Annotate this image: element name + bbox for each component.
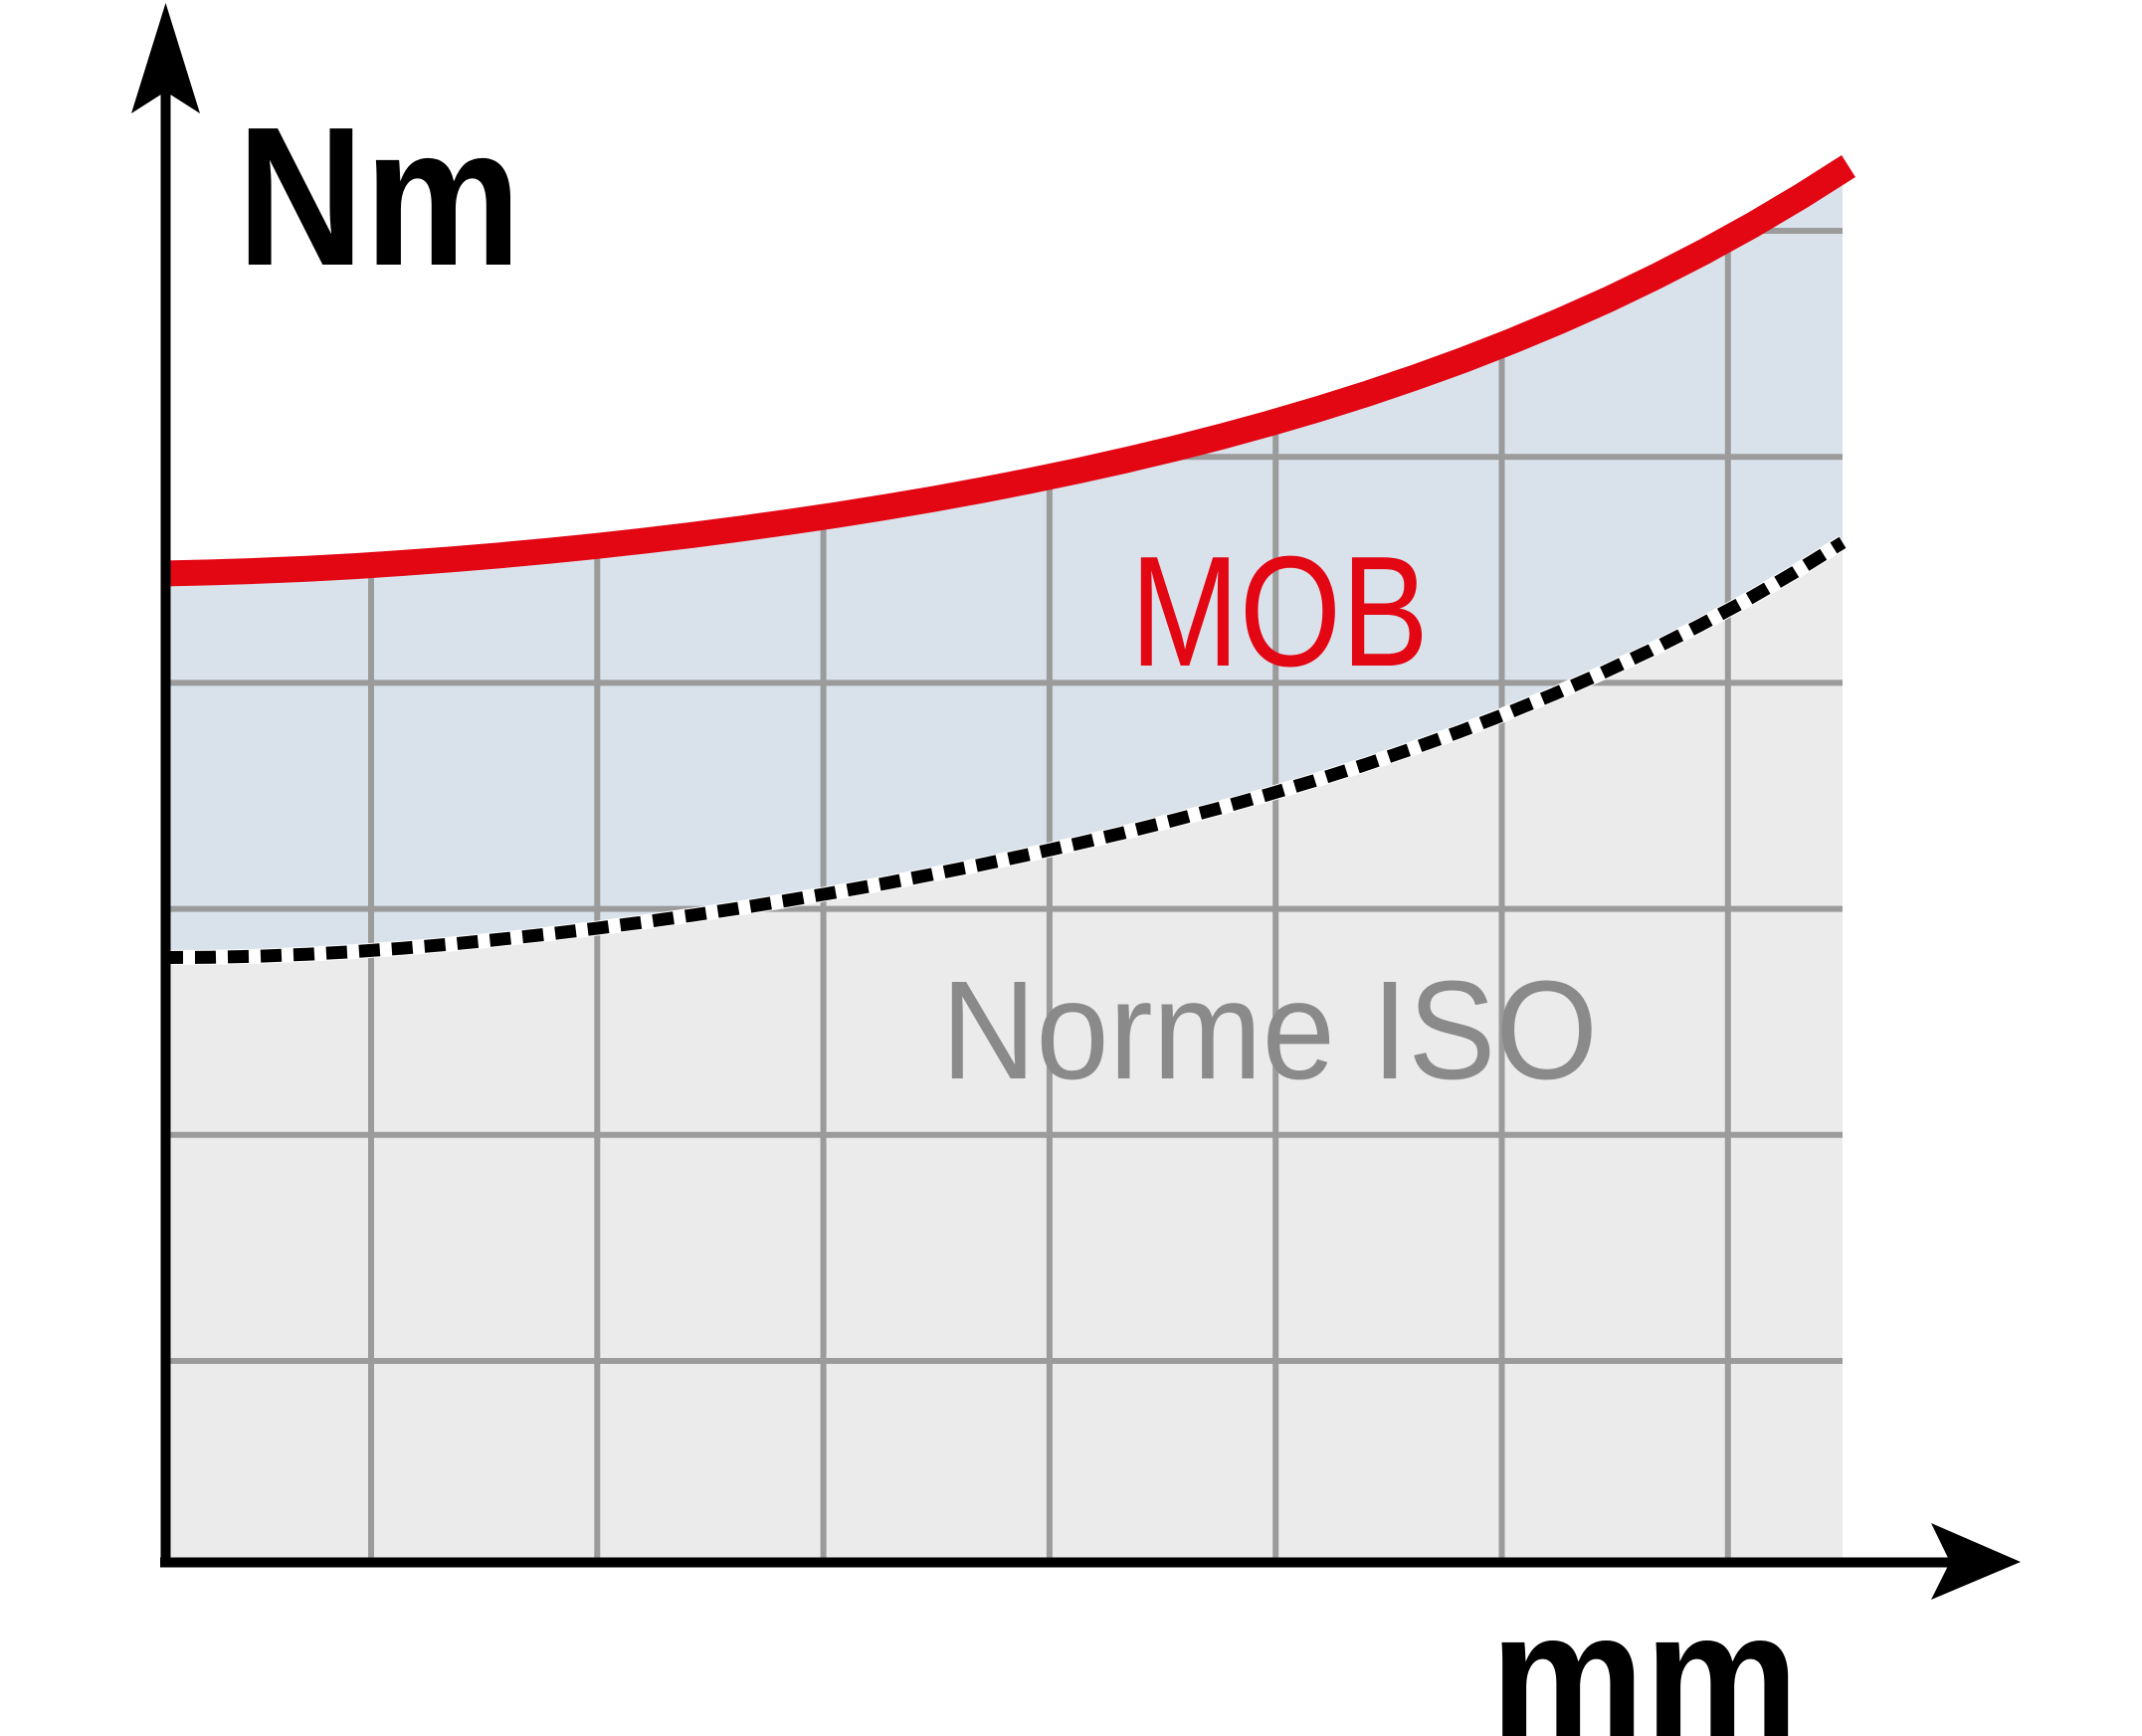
svg-text:Norme ISO: Norme ISO	[941, 951, 1598, 1108]
svg-text:Nm: Nm	[237, 87, 521, 307]
svg-text:mm: mm	[1490, 1576, 1799, 1736]
svg-text:MOB: MOB	[1130, 524, 1429, 699]
